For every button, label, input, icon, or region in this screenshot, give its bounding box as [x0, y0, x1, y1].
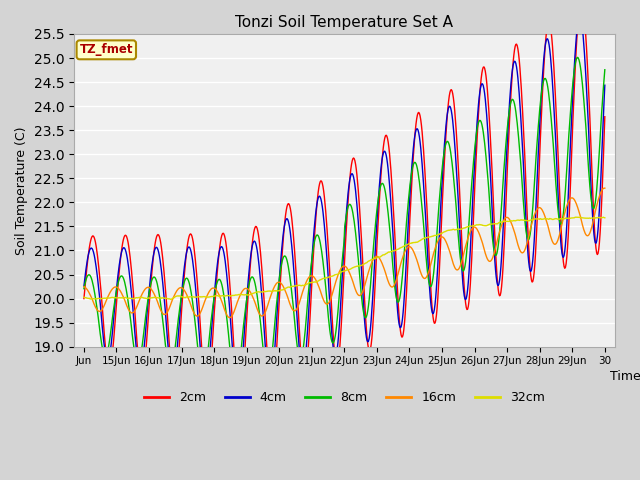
Title: Tonzi Soil Temperature Set A: Tonzi Soil Temperature Set A: [236, 15, 453, 30]
Text: TZ_fmet: TZ_fmet: [79, 43, 133, 56]
X-axis label: Time: Time: [610, 370, 640, 383]
Y-axis label: Soil Temperature (C): Soil Temperature (C): [15, 126, 28, 254]
Legend: 2cm, 4cm, 8cm, 16cm, 32cm: 2cm, 4cm, 8cm, 16cm, 32cm: [139, 386, 550, 409]
